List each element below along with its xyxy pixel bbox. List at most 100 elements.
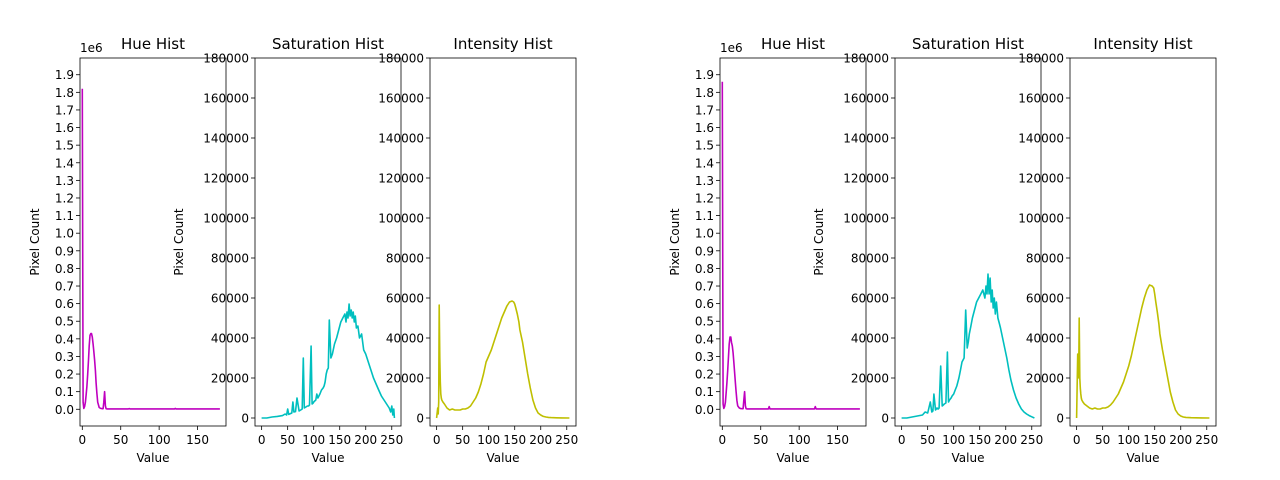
series-line-0 (261, 303, 396, 419)
x-tick-label: 50 (753, 433, 768, 447)
y-tick-label: 80000 (386, 252, 424, 266)
y-tick-label: 1.6 (55, 121, 74, 135)
y-tick-label: 20000 (851, 372, 889, 386)
y-tick-label: 1.2 (695, 191, 714, 205)
series-line-0 (1075, 284, 1210, 419)
y-tick-label: 40000 (211, 332, 249, 346)
y-axis-label: Pixel Count (812, 208, 826, 276)
y-tick-label: 160000 (1018, 92, 1064, 106)
y-tick-label: 100000 (378, 212, 424, 226)
y-tick-label: 1.0 (695, 227, 714, 241)
axes-frame (894, 57, 1042, 427)
x-axis-label: Value (137, 451, 170, 465)
y-tick-label: 40000 (1026, 332, 1064, 346)
x-axis-label: Value (777, 451, 810, 465)
y-axis-label: Pixel Count (28, 208, 42, 276)
y-tick-label: 1.3 (55, 174, 74, 188)
axes-frame (719, 57, 867, 427)
y-tick-label: 180000 (1018, 52, 1064, 66)
y-tick-label: 0.2 (695, 368, 714, 382)
x-tick-label: 150 (186, 433, 209, 447)
x-tick-label: 100 (942, 433, 965, 447)
y-axis-label: Pixel Count (172, 208, 186, 276)
axes-frame (79, 57, 227, 427)
y-offset-text: 1e6 (720, 41, 743, 55)
y-tick-label: 0.3 (55, 350, 74, 364)
x-tick-label: 50 (455, 433, 470, 447)
x-tick-label: 250 (1195, 433, 1218, 447)
x-axis-label: Value (487, 451, 520, 465)
y-tick-label: 160000 (378, 92, 424, 106)
y-tick-label: 0.2 (55, 368, 74, 382)
y-tick-label: 0.7 (55, 280, 74, 294)
y-tick-label: 0.0 (695, 403, 714, 417)
y-tick-label: 80000 (851, 252, 889, 266)
axes-frame (254, 57, 402, 427)
y-tick-label: 1.4 (695, 156, 714, 170)
x-tick-label: 100 (1117, 433, 1140, 447)
y-tick-label: 160000 (843, 92, 889, 106)
series-line-0 (901, 273, 1035, 419)
x-tick-label: 250 (1020, 433, 1043, 447)
y-tick-label: 0.5 (55, 315, 74, 329)
y-tick-label: 180000 (843, 52, 889, 66)
x-tick-label: 0 (898, 433, 906, 447)
y-tick-label: 120000 (1018, 172, 1064, 186)
x-tick-label: 100 (788, 433, 811, 447)
y-tick-label: 60000 (386, 292, 424, 306)
chart-title: Hue Hist (761, 35, 825, 53)
y-tick-label: 80000 (1026, 252, 1064, 266)
y-tick-label: 120000 (203, 172, 249, 186)
y-tick-label: 40000 (851, 332, 889, 346)
chart-title: Hue Hist (121, 35, 185, 53)
y-tick-label: 0.8 (695, 262, 714, 276)
y-tick-label: 80000 (211, 252, 249, 266)
x-tick-label: 50 (113, 433, 128, 447)
y-tick-label: 40000 (386, 332, 424, 346)
y-tick-label: 100000 (843, 212, 889, 226)
y-offset-text: 1e6 (80, 41, 103, 55)
axes-frame (1069, 57, 1217, 427)
x-tick-label: 200 (529, 433, 552, 447)
x-tick-label: 100 (148, 433, 171, 447)
x-tick-label: 200 (994, 433, 1017, 447)
x-tick-label: 200 (354, 433, 377, 447)
x-tick-label: 0 (433, 433, 441, 447)
x-tick-label: 0 (78, 433, 86, 447)
y-tick-label: 60000 (1026, 292, 1064, 306)
y-tick-label: 100000 (1018, 212, 1064, 226)
y-tick-label: 140000 (843, 132, 889, 146)
x-tick-label: 150 (503, 433, 526, 447)
y-tick-label: 0.1 (695, 385, 714, 399)
y-tick-label: 1.7 (695, 103, 714, 117)
y-tick-label: 0.1 (55, 385, 74, 399)
x-tick-label: 100 (477, 433, 500, 447)
y-tick-label: 0.5 (695, 315, 714, 329)
y-tick-label: 0.4 (55, 332, 74, 346)
y-tick-label: 0.0 (55, 403, 74, 417)
x-axis-label: Value (1127, 451, 1160, 465)
y-tick-label: 1.4 (55, 156, 74, 170)
x-tick-label: 50 (920, 433, 935, 447)
y-axis-label: Pixel Count (668, 208, 682, 276)
x-tick-label: 0 (1073, 433, 1081, 447)
y-tick-label: 60000 (211, 292, 249, 306)
y-tick-label: 140000 (203, 132, 249, 146)
y-tick-label: 1.7 (55, 103, 74, 117)
y-tick-label: 1.5 (55, 139, 74, 153)
x-tick-label: 50 (1095, 433, 1110, 447)
y-tick-label: 1.6 (695, 121, 714, 135)
y-tick-label: 0.3 (695, 350, 714, 364)
x-axis-label: Value (312, 451, 345, 465)
y-tick-label: 20000 (211, 372, 249, 386)
y-tick-label: 0.9 (695, 244, 714, 258)
chart-title: Intensity Hist (453, 35, 552, 53)
x-tick-label: 150 (968, 433, 991, 447)
y-tick-label: 0 (1056, 412, 1064, 426)
y-tick-label: 180000 (378, 52, 424, 66)
x-axis-label: Value (952, 451, 985, 465)
x-tick-label: 100 (302, 433, 325, 447)
x-tick-label: 0 (718, 433, 726, 447)
x-tick-label: 150 (328, 433, 351, 447)
